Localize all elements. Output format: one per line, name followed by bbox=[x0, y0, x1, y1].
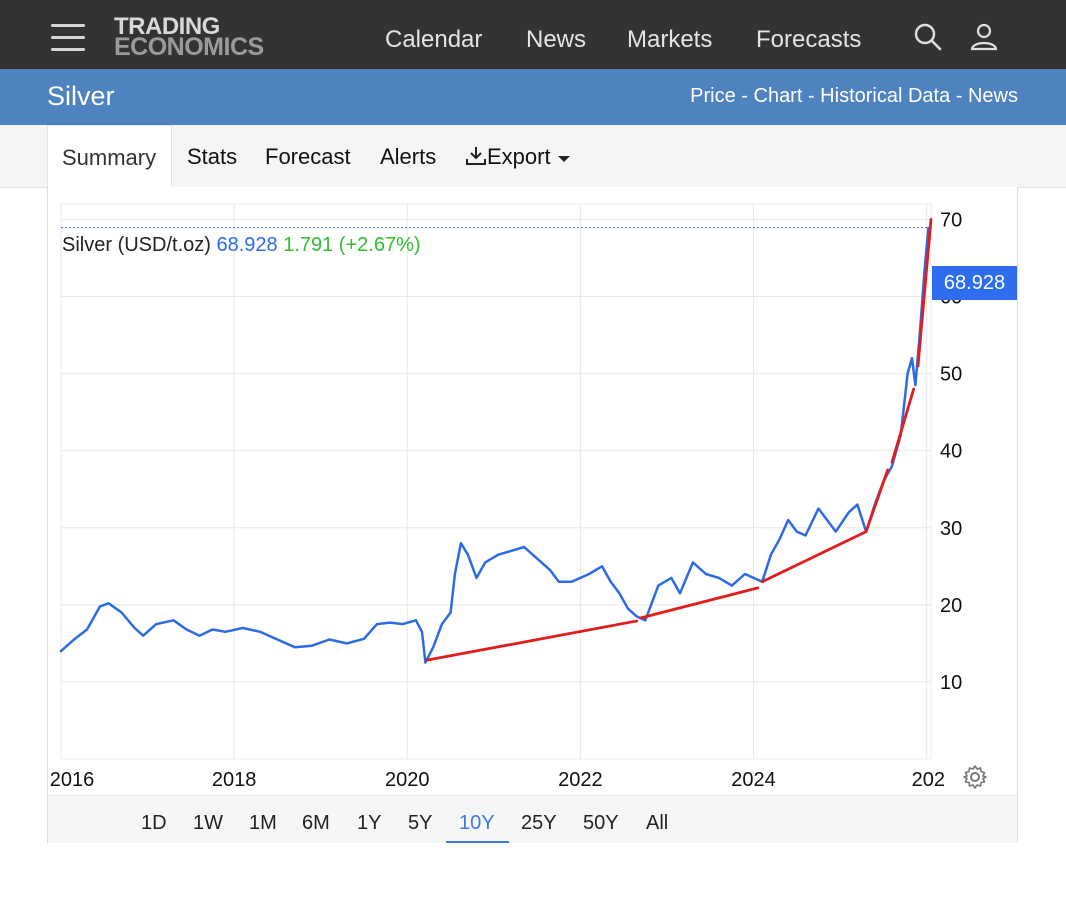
chart-legend: Silver (USD/t.oz) 68.928 1.791 (+2.67%) bbox=[62, 234, 421, 257]
tab-forecast[interactable]: Forecast bbox=[265, 144, 351, 169]
menu-icon[interactable] bbox=[51, 24, 85, 52]
trendline-3 bbox=[760, 530, 868, 584]
range-1w[interactable]: 1W bbox=[193, 812, 223, 834]
range-25y[interactable]: 25Y bbox=[521, 812, 557, 834]
range-1d[interactable]: 1D bbox=[141, 812, 167, 834]
range-1m[interactable]: 1M bbox=[249, 812, 277, 834]
nav-forecasts[interactable]: Forecasts bbox=[756, 26, 862, 53]
range-5y[interactable]: 5Y bbox=[408, 812, 433, 834]
legend-last-value: 68.928 bbox=[216, 234, 278, 256]
gear-icon[interactable] bbox=[962, 764, 988, 790]
instrument-titlebar: Silver Price - Chart - Historical Data -… bbox=[0, 69, 1066, 125]
last-price-badge: 68.928 bbox=[932, 266, 1017, 300]
y-tick-label: 50 bbox=[940, 364, 962, 386]
range-all[interactable]: All bbox=[646, 812, 669, 834]
y-tick-label: 40 bbox=[940, 441, 962, 463]
trendline-6 bbox=[916, 218, 933, 368]
site-logo[interactable]: TRADING ECONOMICS bbox=[114, 13, 264, 61]
y-tick-label: 70 bbox=[940, 209, 962, 231]
x-tick-label: 2022 bbox=[558, 769, 603, 791]
tab-alerts[interactable]: Alerts bbox=[380, 144, 437, 169]
x-tick-label: 202 bbox=[912, 769, 945, 791]
series-line-silver bbox=[59, 226, 930, 664]
nav-news[interactable]: News bbox=[526, 26, 587, 53]
tab-summary[interactable]: Summary bbox=[47, 125, 172, 188]
legend-change: 1.791 (+2.67%) bbox=[283, 234, 421, 256]
x-tick-label: 2020 bbox=[385, 769, 430, 791]
trendline-5 bbox=[890, 387, 916, 464]
range-1y[interactable]: 1Y bbox=[357, 812, 382, 834]
top-navigation-bar: TRADING ECONOMICS Calendar News Markets … bbox=[0, 0, 1066, 69]
page-title: Silver bbox=[47, 81, 115, 111]
tab-stats[interactable]: Stats bbox=[187, 144, 238, 169]
trendline-2 bbox=[639, 586, 760, 620]
y-tick-label: 30 bbox=[940, 518, 962, 540]
download-icon bbox=[466, 147, 486, 165]
tab-export[interactable]: Export bbox=[465, 144, 571, 170]
range-10y[interactable]: 10Y bbox=[459, 812, 495, 834]
trendline-4 bbox=[864, 468, 890, 533]
plot-frame bbox=[60, 203, 932, 760]
y-tick-label: 10 bbox=[940, 672, 962, 694]
legend-series-name: Silver (USD/t.oz) bbox=[62, 234, 211, 256]
range-selector bbox=[48, 795, 1017, 843]
logo-line2: ECONOMICS bbox=[114, 33, 264, 61]
logo-line1: TRADING bbox=[114, 13, 220, 40]
caret-down-icon bbox=[557, 156, 570, 162]
user-icon[interactable] bbox=[969, 22, 999, 52]
active-range-underline bbox=[446, 841, 509, 843]
tabs-bar: Summary Stats Forecast Alerts Export bbox=[0, 125, 1066, 188]
x-tick-label: 2024 bbox=[731, 769, 776, 791]
y-tick-label: 20 bbox=[940, 595, 962, 617]
trendline-1 bbox=[424, 619, 639, 662]
range-6m[interactable]: 6M bbox=[302, 812, 330, 834]
range-50y[interactable]: 50Y bbox=[583, 812, 619, 834]
nav-markets[interactable]: Markets bbox=[627, 26, 713, 53]
section-links[interactable]: Price - Chart - Historical Data - News bbox=[690, 85, 1018, 107]
x-tick-label: 2018 bbox=[212, 769, 257, 791]
search-icon[interactable] bbox=[913, 22, 943, 52]
nav-calendar[interactable]: Calendar bbox=[385, 26, 483, 53]
export-label: Export bbox=[487, 144, 551, 169]
x-tick-label: 2016 bbox=[50, 769, 95, 791]
